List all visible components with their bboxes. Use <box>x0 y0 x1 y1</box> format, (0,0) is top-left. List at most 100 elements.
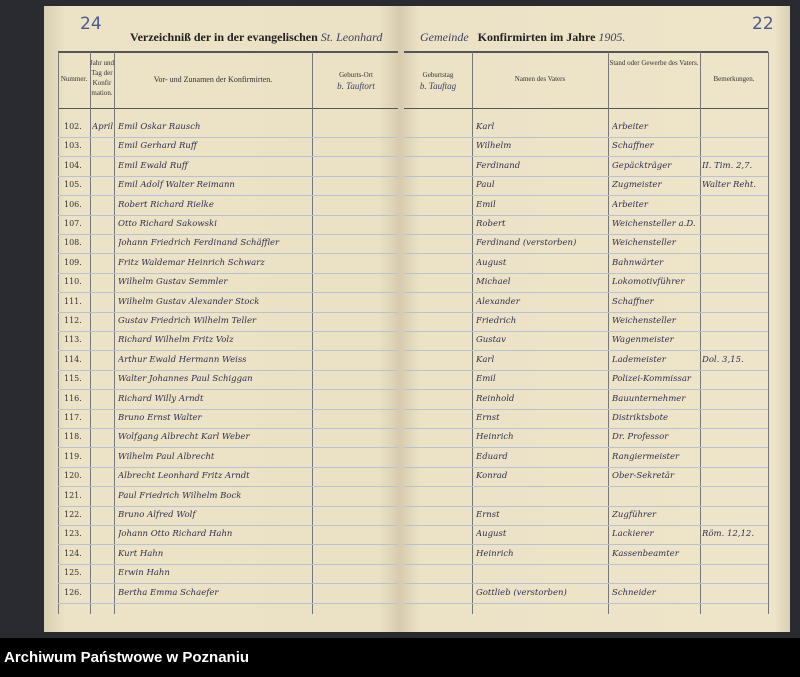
cell-n: 121. <box>64 490 82 500</box>
cell-name: Wilhelm Paul Albrecht <box>118 451 215 462</box>
cell-name: Otto Richard Sakowski <box>118 219 217 229</box>
table-row: Karl Lademeister Dol. 3,15. <box>404 351 768 371</box>
header-nummer: Nummer. <box>60 75 88 83</box>
header-geburtstag: Geburtstag b. Tauftag <box>419 71 457 91</box>
header-bemerkungen: Bemerkungen. <box>713 75 755 83</box>
cell-name: Fritz Waldemar Heinrich Schwarz <box>118 257 265 268</box>
cell-n: 104. <box>64 160 82 170</box>
header-top-rule <box>404 51 768 53</box>
cell-stand: Arbeiter <box>612 199 648 210</box>
table-row: Ernst Zugführer <box>404 506 768 526</box>
cell-n: 117. <box>64 413 82 422</box>
cell-name: Bruno Ernst Walter <box>118 413 202 423</box>
page-number-right: 22 <box>752 14 774 34</box>
column-rule <box>768 52 769 614</box>
table-row: 107. Otto Richard Sakowski <box>58 215 398 235</box>
cell-name: Johann Otto Richard Hahn <box>118 529 233 540</box>
cell-stand: Rangiermeister <box>612 451 680 462</box>
table-row: Friedrich Weichensteller <box>404 312 768 332</box>
table-row: Ferdinand Gepäckträger II. Tim. 2,7. <box>404 157 768 177</box>
table-row: 121. Paul Friedrich Wilhelm Bock <box>58 487 398 507</box>
table-row: Konrad Ober-Sekretär <box>404 467 768 488</box>
cell-n: 122. <box>64 510 82 519</box>
cell-n: 105. <box>64 180 82 190</box>
cell-n: 114. <box>64 354 82 364</box>
cell-date: April 16 <box>92 122 116 132</box>
cell-name: Emil Ewald Ruff <box>118 160 188 171</box>
cell-name: Erwin Hahn <box>118 568 170 579</box>
table-row: 126. Bertha Emma Schaefer <box>58 584 398 604</box>
header-top-rule <box>58 51 398 53</box>
cell-father: Ernst <box>476 510 500 520</box>
table-row: 105. Emil Adolf Walter Reimann <box>58 176 398 197</box>
table-row: Gustav Wagenmeister <box>404 331 768 352</box>
table-row: 110. Wilhelm Gustav Semmler <box>58 273 398 294</box>
table-row: Ferdinand (verstorben) Weichensteller <box>404 234 768 255</box>
cell-name: Bertha Emma Schaefer <box>118 587 219 598</box>
table-row: Wilhelm Schaffner <box>404 137 768 158</box>
left-page <box>44 6 400 632</box>
table-row: 120. Albrecht Leonhard Fritz Arndt <box>58 467 398 488</box>
cell-stand: Ober-Sekretär <box>612 471 675 482</box>
table-row: Paul Zugmeister Walter Reht. <box>404 176 768 197</box>
cell-father: Wilhelm <box>476 141 512 152</box>
table-row: 119. Wilhelm Paul Albrecht <box>58 448 398 468</box>
table-row: 113. Richard Wilhelm Fritz Volz <box>58 331 398 352</box>
cell-father: August <box>476 529 507 540</box>
cell-remark: Röm. 12,12. <box>702 529 755 540</box>
cell-father: August <box>476 257 507 268</box>
cell-n: 118. <box>64 432 82 442</box>
cell-n: 102. <box>64 122 82 131</box>
table-row: Michael Lokomotivführer <box>404 273 768 294</box>
cell-name: Albrecht Leonhard Fritz Arndt <box>118 471 250 482</box>
table-row: Heinrich Dr. Professor <box>404 428 768 449</box>
column-rule <box>608 52 609 614</box>
table-row: 104. Emil Ewald Ruff <box>58 157 398 177</box>
cell-father: Paul <box>476 180 495 191</box>
cell-father: Ernst <box>476 413 500 423</box>
table-row: 123. Johann Otto Richard Hahn <box>58 525 398 546</box>
header-jahr: Jahr und Tag der Konfirmation. <box>90 59 114 97</box>
cell-father: Konrad <box>476 471 508 482</box>
cell-father: Gottlieb (verstorben) <box>476 587 567 598</box>
table-row: Alexander Schaffner <box>404 293 768 313</box>
cell-stand: Lokomotivführer <box>612 277 685 288</box>
table-row: 108. Johann Friedrich Ferdinand Schäffler <box>58 234 398 255</box>
cell-n: 112. <box>64 316 82 325</box>
cell-name: Emil Gerhard Ruff <box>118 141 197 152</box>
table-row: Robert Weichensteller a.D. <box>404 215 768 235</box>
table-row: Heinrich Kassenbeamter <box>404 545 768 565</box>
cell-remark: II. Tim. 2,7. <box>702 160 753 171</box>
table-row: Emil Polizei-Kommissar <box>404 370 768 391</box>
header-geburtsort: Geburts-Ort b. Tauftort <box>337 71 375 91</box>
cell-n: 103. <box>64 141 82 151</box>
cell-stand: Dr. Professor <box>612 432 669 443</box>
cell-n: 106. <box>64 199 82 209</box>
cell-stand: Wagenmeister <box>612 335 674 346</box>
cell-stand: Gepäckträger <box>612 160 672 171</box>
cell-remark: Walter Reht. <box>702 180 757 191</box>
cell-name: Walter Johannes Paul Schiggan <box>118 374 253 385</box>
cell-remark: Dol. 3,15. <box>702 354 744 365</box>
cell-father: Ferdinand (verstorben) <box>476 238 577 249</box>
cell-name: Kurt Hahn <box>118 548 164 559</box>
cell-stand: Distriktsbote <box>612 413 669 423</box>
column-rule <box>58 52 59 614</box>
cell-n: 123. <box>64 529 82 539</box>
cell-n: 109. <box>64 257 82 267</box>
table-row: 106. Robert Richard Rielke <box>58 196 398 216</box>
column-rule <box>114 52 115 614</box>
cell-stand: Lademeister <box>612 354 666 365</box>
cell-father: Friedrich <box>476 316 517 326</box>
cell-stand: Weichensteller a.D. <box>612 219 696 229</box>
cell-name: Robert Richard Rielke <box>118 199 214 210</box>
cell-stand: Arbeiter <box>612 122 648 132</box>
cell-father: Ferdinand <box>476 160 521 171</box>
table-row <box>404 564 768 585</box>
cell-stand: Zugführer <box>612 510 657 520</box>
cell-n: 124. <box>64 548 82 558</box>
cell-n: 110. <box>64 277 82 287</box>
cell-n: 107. <box>64 219 82 228</box>
cell-stand: Bauunternehmer <box>612 393 686 404</box>
title-right: Gemeinde Konfirmirten im Jahre 1905. <box>420 30 626 44</box>
